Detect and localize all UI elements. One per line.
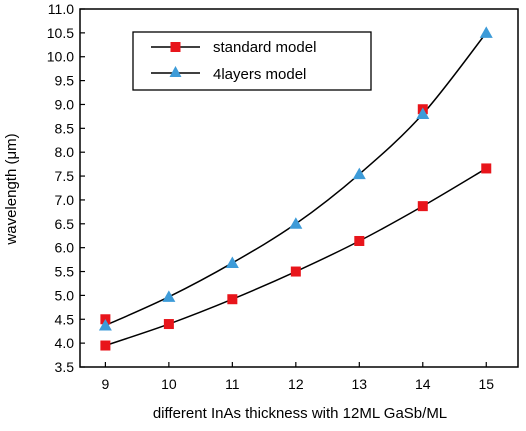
- data-point-4layers: [225, 256, 239, 268]
- y-tick-label: 10.5: [47, 25, 74, 41]
- y-tick-label: 6.5: [55, 216, 75, 232]
- legend-marker-standard: [170, 42, 181, 52]
- y-tick-label: 6.0: [55, 240, 75, 256]
- data-point-standard: [481, 163, 492, 174]
- y-tick-label: 8.0: [55, 144, 75, 160]
- series-line-0: [105, 167, 487, 347]
- x-axis-title: different InAs thickness with 12ML GaSb/…: [153, 405, 447, 422]
- plot-frame: [79, 8, 519, 368]
- y-tick-label: 4.5: [55, 311, 75, 327]
- data-point-standard: [290, 266, 301, 277]
- data-point-4layers: [416, 107, 430, 120]
- data-point-4layers: [289, 217, 303, 229]
- data-point-4layers: [98, 318, 112, 331]
- y-tick-label: 10.0: [47, 49, 74, 65]
- y-tick-label: 8.5: [55, 120, 75, 136]
- legend-marker-4layers: [169, 66, 182, 77]
- x-tick-label: 10: [161, 376, 177, 392]
- axes: [79, 8, 519, 368]
- x-tick-label: 12: [288, 376, 304, 392]
- series-markers: [98, 26, 493, 351]
- y-tick-label: 5.0: [55, 287, 75, 303]
- x-tick-label: 11: [225, 376, 240, 392]
- y-tick-label: 9.5: [55, 73, 75, 89]
- tick-labels: 3.5 4.0 4.5 5.0 5.5 6.0 6.5 7.0 7.5 8.0 8.5 9.0 9.5 1…: [47, 1, 495, 392]
- data-point-standard: [354, 235, 365, 246]
- legend: standard model 4layers model: [132, 31, 372, 91]
- x-tick-label: 13: [352, 376, 368, 392]
- data-point-4layers: [479, 26, 493, 38]
- y-tick-label: 4.0: [55, 335, 75, 351]
- y-tick-label: 3.5: [55, 359, 75, 375]
- data-point-4layers: [162, 290, 176, 302]
- legend-label-4layers: 4layers model: [213, 66, 306, 83]
- data-point-standard: [100, 340, 111, 351]
- y-tick-label: 5.5: [55, 264, 75, 280]
- y-axis-title: wavelength (μm): [3, 133, 20, 245]
- y-tick-label: 7.0: [55, 192, 75, 208]
- x-tick-label: 14: [415, 376, 431, 392]
- data-point-standard: [227, 294, 238, 305]
- data-point-4layers: [352, 167, 366, 180]
- legend-label-standard: standard model: [213, 39, 316, 56]
- x-tick-label: 9: [101, 376, 109, 392]
- data-point-standard: [417, 201, 428, 212]
- legend-box: [132, 31, 372, 91]
- x-tick-label: 15: [478, 376, 494, 392]
- data-point-standard: [163, 319, 174, 330]
- y-tick-label: 9.0: [55, 96, 75, 112]
- y-tick-label: 11.0: [48, 1, 74, 17]
- y-tick-label: 7.5: [55, 168, 75, 184]
